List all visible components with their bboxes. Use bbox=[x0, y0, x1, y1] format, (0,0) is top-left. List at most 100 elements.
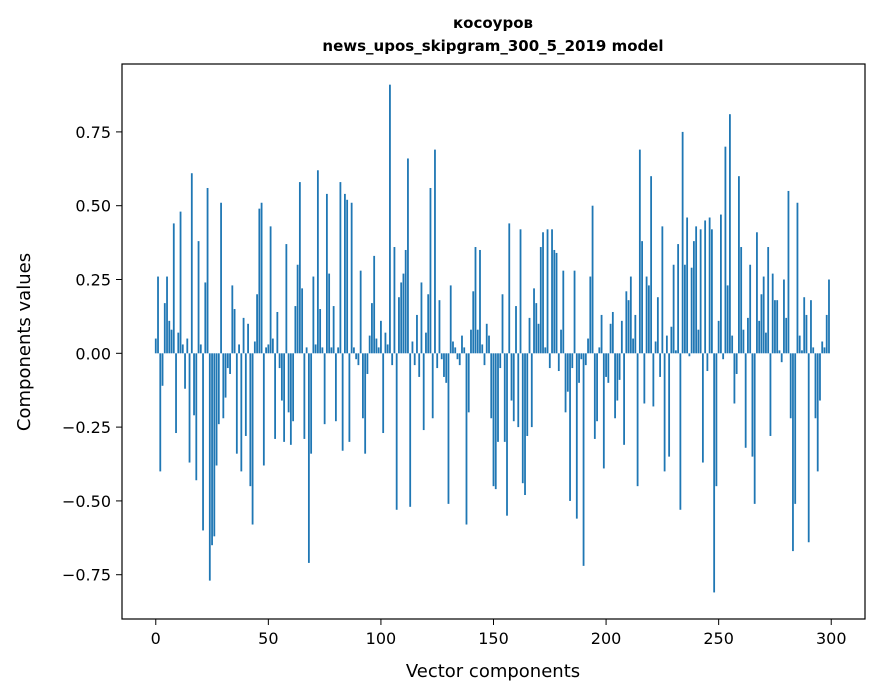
bar bbox=[278, 353, 281, 369]
bar bbox=[778, 350, 781, 354]
bar bbox=[377, 347, 380, 354]
bar bbox=[485, 323, 488, 354]
bar bbox=[251, 353, 254, 525]
bar bbox=[371, 303, 373, 354]
bar bbox=[168, 320, 171, 354]
bar bbox=[380, 320, 382, 354]
bar bbox=[677, 244, 680, 354]
bar bbox=[181, 344, 184, 354]
bar bbox=[632, 338, 634, 354]
bar bbox=[229, 353, 231, 374]
bar bbox=[616, 353, 619, 401]
bar bbox=[803, 297, 806, 354]
bar bbox=[305, 347, 308, 354]
bar bbox=[217, 353, 220, 425]
bar bbox=[769, 353, 772, 436]
bar bbox=[366, 353, 369, 374]
bar bbox=[729, 114, 731, 354]
bar bbox=[638, 149, 641, 354]
bar bbox=[740, 247, 743, 354]
bar bbox=[697, 329, 700, 354]
bar bbox=[641, 241, 643, 354]
bar bbox=[470, 329, 472, 354]
bar bbox=[573, 270, 576, 354]
bar bbox=[242, 317, 245, 354]
bar bbox=[517, 353, 520, 428]
bar bbox=[179, 211, 182, 354]
bar bbox=[744, 353, 747, 448]
bar bbox=[436, 353, 439, 369]
bar bbox=[404, 249, 407, 354]
bar bbox=[634, 314, 637, 354]
bar bbox=[197, 241, 200, 354]
bar bbox=[699, 229, 702, 354]
bar bbox=[238, 344, 240, 354]
bar bbox=[339, 182, 342, 354]
bar bbox=[422, 353, 425, 431]
bar bbox=[283, 353, 286, 442]
bar bbox=[316, 170, 319, 354]
bar bbox=[571, 353, 574, 369]
bar bbox=[481, 344, 484, 354]
bar bbox=[528, 317, 531, 354]
bar bbox=[758, 320, 761, 354]
bar bbox=[600, 314, 603, 354]
bar bbox=[553, 249, 556, 354]
bar bbox=[627, 300, 630, 354]
bar bbox=[382, 353, 385, 434]
bar bbox=[301, 288, 304, 354]
bar bbox=[258, 208, 261, 354]
bar bbox=[614, 353, 616, 419]
bar bbox=[674, 350, 677, 354]
bar bbox=[373, 255, 376, 354]
bar bbox=[285, 244, 288, 354]
bar bbox=[416, 314, 418, 354]
bar bbox=[344, 193, 346, 354]
bar bbox=[557, 353, 560, 372]
y-axis: −0.75 −0.50 −0.25 0.00 0.25 0.50 0.75 bbox=[62, 123, 122, 585]
bar bbox=[524, 353, 526, 496]
bar bbox=[262, 353, 265, 466]
bar bbox=[411, 341, 414, 354]
bar bbox=[296, 264, 299, 354]
bar bbox=[389, 84, 391, 354]
bar bbox=[713, 353, 716, 593]
bar bbox=[276, 311, 279, 354]
bar bbox=[184, 353, 186, 389]
bar bbox=[771, 273, 774, 354]
bar bbox=[357, 353, 360, 366]
bar bbox=[440, 353, 443, 360]
bar bbox=[247, 323, 249, 354]
bar bbox=[690, 267, 693, 354]
bar bbox=[353, 347, 355, 354]
bar bbox=[659, 353, 662, 377]
bar bbox=[819, 353, 821, 401]
bar bbox=[172, 223, 175, 354]
y-axis-label: Components values bbox=[14, 253, 35, 431]
bar bbox=[395, 353, 398, 510]
bar bbox=[535, 303, 538, 354]
bar bbox=[611, 311, 614, 354]
bar bbox=[418, 353, 421, 377]
bar bbox=[515, 306, 517, 354]
bar bbox=[492, 353, 495, 487]
bar bbox=[542, 232, 544, 354]
bar bbox=[715, 353, 718, 487]
bar bbox=[280, 353, 283, 401]
bar bbox=[409, 353, 412, 507]
bar bbox=[566, 353, 569, 392]
bar bbox=[544, 347, 547, 354]
bar bbox=[555, 252, 558, 354]
x-tick-label: 0 bbox=[151, 629, 161, 648]
bar bbox=[319, 309, 322, 354]
bar bbox=[650, 176, 653, 354]
bar bbox=[483, 353, 486, 366]
bar bbox=[289, 353, 292, 445]
bar bbox=[337, 347, 340, 354]
bar bbox=[303, 353, 306, 439]
bar bbox=[384, 332, 387, 354]
bar bbox=[233, 309, 236, 354]
bar bbox=[584, 353, 587, 366]
bar bbox=[190, 173, 193, 354]
